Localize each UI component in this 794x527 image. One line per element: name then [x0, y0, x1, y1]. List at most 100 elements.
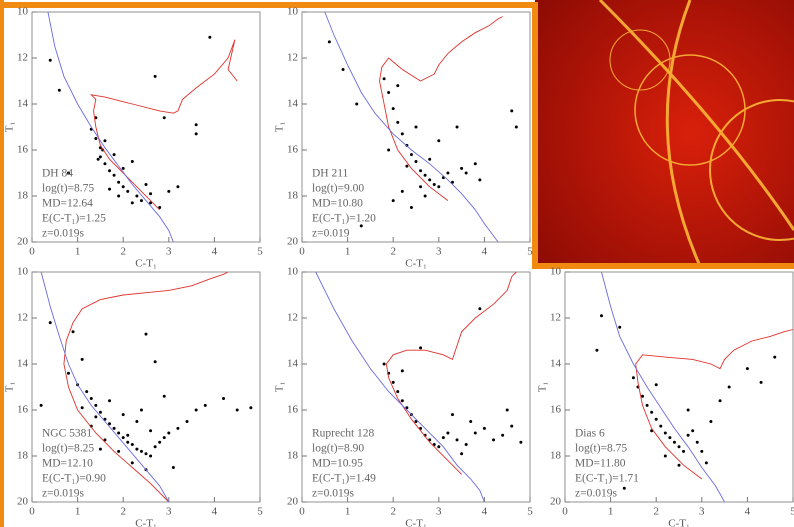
y-tick-label: 16 — [287, 404, 299, 416]
star-point — [410, 153, 413, 156]
y-tick-label: 14 — [287, 358, 299, 370]
x-tick-label: 2 — [390, 506, 396, 518]
star-point — [135, 195, 138, 198]
star-point — [117, 432, 120, 435]
panel-annotation: MD=11.80 — [575, 458, 626, 470]
star-point — [131, 443, 134, 446]
panel: 012345101214161820C-T₁T₁NGC 5381log(t)=8… — [4, 266, 264, 527]
star-point — [117, 195, 120, 198]
panel: 012345101214161820C-T₁T₁DH 211log(t)=9.0… — [274, 6, 534, 270]
panel-annotation: z=0.019 — [312, 228, 350, 240]
star-point — [176, 427, 179, 430]
y-tick-label: 10 — [550, 266, 562, 278]
star-point — [478, 178, 481, 181]
star-point — [94, 415, 97, 418]
y-tick-label: 10 — [17, 266, 29, 278]
x-tick-label: 0 — [299, 246, 305, 258]
star-point — [67, 372, 70, 375]
panel-annotation: DH 211 — [312, 168, 349, 180]
star-point — [410, 206, 413, 209]
x-tick-label: 4 — [482, 246, 488, 258]
star-point — [145, 333, 148, 336]
star-point — [131, 201, 134, 204]
star-point — [204, 404, 207, 407]
y-tick-label: 16 — [550, 404, 562, 416]
star-point — [131, 160, 134, 163]
star-point — [81, 358, 84, 361]
star-point — [117, 450, 120, 453]
y-tick-label: 14 — [17, 98, 29, 110]
star-point — [659, 425, 662, 428]
star-point — [154, 360, 157, 363]
y-tick-label: 20 — [287, 236, 299, 248]
y-tick-label: 18 — [287, 450, 299, 462]
star-point — [186, 420, 189, 423]
star-point — [392, 199, 395, 202]
star-point — [113, 427, 116, 430]
star-point — [360, 224, 363, 227]
star-point — [72, 330, 75, 333]
star-point — [108, 188, 111, 191]
x-tick-label: 5 — [527, 246, 533, 258]
star-point — [49, 59, 52, 62]
star-point — [442, 436, 445, 439]
star-point — [387, 149, 390, 152]
star-point — [687, 434, 690, 437]
star-point — [460, 452, 463, 455]
star-point — [90, 397, 93, 400]
y-tick-label: 20 — [287, 496, 299, 508]
star-point — [195, 409, 198, 412]
star-point — [167, 190, 170, 193]
star-point — [383, 77, 386, 80]
x-tick-label: 3 — [699, 506, 705, 518]
star-point — [746, 367, 749, 370]
star-point — [163, 436, 166, 439]
y-tick-label: 20 — [17, 496, 29, 508]
y-tick-label: 12 — [17, 312, 28, 324]
panel-annotation: E(C-T₁)=0.90 — [42, 473, 106, 485]
panel-annotation: DH 84 — [42, 168, 73, 180]
star-point — [510, 425, 513, 428]
x-tick-label: 1 — [75, 506, 81, 518]
star-point — [469, 420, 472, 423]
y-axis-label: T₁ — [4, 382, 16, 393]
star-point — [465, 172, 468, 175]
star-point — [646, 404, 649, 407]
x-tick-label: 4 — [212, 506, 218, 518]
star-point — [405, 165, 408, 168]
star-point — [122, 413, 125, 416]
y-tick-label: 12 — [550, 312, 561, 324]
y-axis-label: T₁ — [274, 382, 286, 393]
star-point — [149, 455, 152, 458]
star-point — [691, 429, 694, 432]
panel-annotation: NGC 5381 — [42, 428, 92, 440]
star-point — [99, 411, 102, 414]
star-point — [709, 420, 712, 423]
star-point — [126, 434, 129, 437]
star-point — [401, 399, 404, 402]
star-point — [103, 162, 106, 165]
panel-annotation: MD=10.95 — [312, 458, 363, 470]
star-point — [342, 68, 345, 71]
star-point — [387, 91, 390, 94]
star-point — [446, 172, 449, 175]
star-point — [719, 399, 722, 402]
star-point — [668, 436, 671, 439]
star-point — [673, 441, 676, 444]
panel: 012345101214161820C-T₁T₁DH 84log(t)=8.75… — [4, 6, 264, 270]
panel-annotation: MD=10.80 — [312, 198, 363, 210]
star-point — [103, 139, 106, 142]
figure: 012345101214161820C-T₁T₁DH 84log(t)=8.75… — [0, 0, 794, 527]
y-tick-label: 14 — [550, 358, 562, 370]
panel-annotation: log(t)=8.75 — [575, 443, 627, 455]
star-point — [149, 192, 152, 195]
panel-annotation: z=0.019s — [42, 488, 84, 500]
star-point — [655, 418, 658, 421]
x-tick-label: 4 — [212, 246, 218, 258]
star-point — [149, 429, 152, 432]
star-point — [700, 450, 703, 453]
panel-annotation: z=0.019s — [575, 488, 617, 500]
star-point — [113, 153, 116, 156]
y-tick-label: 12 — [287, 312, 298, 324]
